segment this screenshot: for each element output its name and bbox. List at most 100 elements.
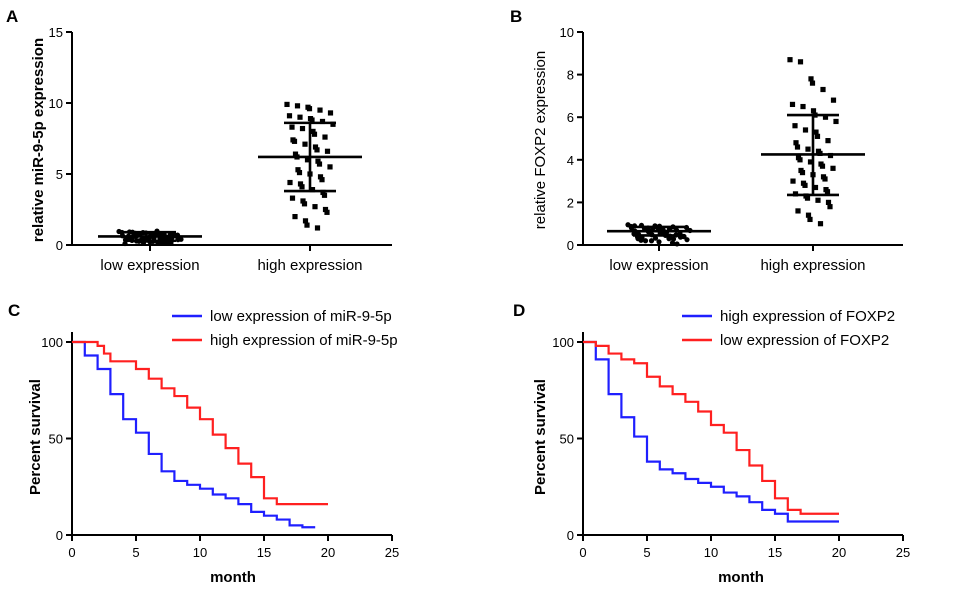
panel-b-point-high bbox=[805, 146, 811, 152]
panel-c: C Percent survival month 0 50 100 0 5 10 15 20 2… bbox=[8, 301, 399, 586]
panel-a-point-high bbox=[297, 181, 304, 187]
panel-b-ytick-label: 0 bbox=[567, 238, 574, 253]
panel-b-ytick-label: 8 bbox=[567, 68, 574, 83]
panel-b-point-low bbox=[656, 239, 662, 245]
panel-a-point-high bbox=[330, 121, 336, 127]
panel-b-point-high bbox=[820, 86, 826, 93]
panel-a-ylabel: relative miR-9-5p expression bbox=[30, 38, 47, 242]
panel-c-legend: low expression of miR-9-5p high expressi… bbox=[172, 308, 398, 349]
panel-c-xtick-label: 25 bbox=[385, 545, 399, 560]
panel-a-ytick-label: 15 bbox=[49, 25, 63, 40]
panel-a-point-high bbox=[286, 113, 293, 119]
panel-b-point-high bbox=[833, 118, 839, 125]
panel-b-point-high bbox=[807, 216, 813, 223]
panel-a-point-high bbox=[316, 161, 323, 167]
panel-a-letter: A bbox=[6, 7, 18, 26]
panel-a-point-high bbox=[289, 124, 295, 130]
panel-a-point-high bbox=[327, 110, 334, 116]
panel-b-ytick-label: 2 bbox=[567, 195, 574, 210]
panel-b-point-high bbox=[827, 204, 833, 210]
panel-b-point-high bbox=[794, 144, 801, 150]
panel-c-xtick-label: 0 bbox=[68, 545, 75, 560]
panel-a-point-high bbox=[309, 187, 316, 193]
panel-a-point-high bbox=[287, 179, 293, 186]
panel-d-legend-low: low expression of FOXP2 bbox=[720, 332, 889, 349]
panel-a-point-high bbox=[292, 151, 299, 157]
panel-c-xtick-label: 5 bbox=[132, 545, 139, 560]
panel-b-letter: B bbox=[510, 7, 522, 26]
panel-a-point-high bbox=[297, 114, 303, 120]
panel-b-category-low: low expression bbox=[609, 257, 708, 274]
panel-d-curves bbox=[583, 340, 839, 523]
panel-b-point-low bbox=[683, 224, 690, 231]
panel-b-point-high bbox=[822, 176, 828, 182]
panel-b-point-high bbox=[824, 189, 831, 195]
panel-b-point-high bbox=[812, 184, 819, 191]
panel-a-point-high bbox=[312, 204, 318, 210]
panel-b-point-high bbox=[830, 165, 836, 171]
panel-b-point-high bbox=[802, 127, 809, 133]
panel-b-point-high bbox=[825, 199, 832, 205]
panel-d-ytick-label: 50 bbox=[560, 432, 574, 447]
panel-a-point-high bbox=[309, 117, 315, 123]
panel-a-point-high bbox=[317, 174, 324, 180]
panel-b-point-high bbox=[817, 221, 824, 227]
panel-b-point-high bbox=[808, 76, 814, 82]
panel-c-survival-curve-0 bbox=[72, 340, 316, 529]
panel-b-point-high bbox=[807, 159, 814, 165]
panel-a-point-high bbox=[319, 177, 325, 183]
panel-a-point-high bbox=[315, 158, 321, 164]
panel-b-point-high bbox=[830, 97, 837, 103]
panel-c-letter: C bbox=[8, 301, 20, 320]
panel-a-point-high bbox=[312, 144, 319, 150]
panel-a-point-high bbox=[327, 164, 333, 170]
panel-b-point-high bbox=[789, 101, 796, 108]
panel-a-point-high bbox=[296, 169, 303, 176]
panel-a: A relative miR-9-5p expression 0 5 10 15 lo… bbox=[6, 7, 392, 274]
panel-b-stats bbox=[607, 113, 865, 237]
panel-a-point-high bbox=[322, 134, 328, 140]
panel-b-points bbox=[625, 57, 839, 247]
panel-a-point-high bbox=[300, 198, 306, 204]
panel-c-legend-low: low expression of miR-9-5p bbox=[210, 308, 392, 325]
panel-a-point-high bbox=[294, 103, 301, 109]
panel-a-point-high bbox=[304, 157, 311, 163]
panel-b-point-low bbox=[652, 235, 659, 241]
panel-a-category-low: low expression bbox=[100, 257, 199, 274]
panel-d-xtick-label: 20 bbox=[832, 545, 846, 560]
panel-b-ytick-label: 6 bbox=[567, 110, 574, 125]
panel-d-xtick-label: 10 bbox=[704, 545, 718, 560]
panel-d-survival-curve-1 bbox=[583, 340, 839, 515]
panel-b-point-high bbox=[804, 195, 811, 201]
panel-a-point-high bbox=[321, 192, 328, 198]
panel-a-axis: 0 5 10 15 bbox=[49, 25, 392, 253]
panel-d-ytick-label: 0 bbox=[567, 528, 574, 543]
panel-d-axis: 0 50 100 0 5 10 15 20 25 bbox=[552, 332, 910, 560]
panel-b-ytick-label: 10 bbox=[560, 25, 574, 40]
panel-d-xtick-label: 0 bbox=[579, 545, 586, 560]
panel-b-point-high bbox=[795, 208, 801, 214]
panel-a-point-high bbox=[301, 201, 308, 207]
panel-d-letter: D bbox=[513, 301, 525, 320]
panel-b-point-high bbox=[787, 57, 793, 63]
panel-c-xtick-label: 10 bbox=[193, 545, 207, 560]
panel-b-ylabel: relative FOXP2 expression bbox=[532, 51, 549, 229]
panel-c-legend-high: high expression of miR-9-5p bbox=[210, 332, 398, 349]
panel-b-axis: 0 2 4 6 8 10 bbox=[560, 25, 903, 253]
panel-b-point-high bbox=[814, 133, 821, 139]
panel-a-ytick-label: 0 bbox=[56, 238, 63, 253]
panel-b-point-high bbox=[805, 212, 812, 218]
panel-d-xtick-label: 25 bbox=[896, 545, 910, 560]
panel-b-point-low bbox=[669, 240, 676, 246]
panel-a-point-high bbox=[306, 106, 313, 112]
panel-d-xtick-label: 15 bbox=[768, 545, 782, 560]
panel-b-point-low bbox=[642, 238, 649, 244]
panel-c-xtick-label: 20 bbox=[321, 545, 335, 560]
panel-c-xtick-label: 15 bbox=[257, 545, 271, 560]
panel-b-point-high bbox=[797, 59, 804, 65]
panel-c-survival-curve-1 bbox=[72, 340, 328, 506]
panel-a-point-high bbox=[302, 141, 308, 147]
panel-a-stats bbox=[98, 121, 362, 243]
panel-b-point-high bbox=[813, 129, 819, 135]
panel-c-ylabel: Percent survival bbox=[27, 379, 44, 495]
